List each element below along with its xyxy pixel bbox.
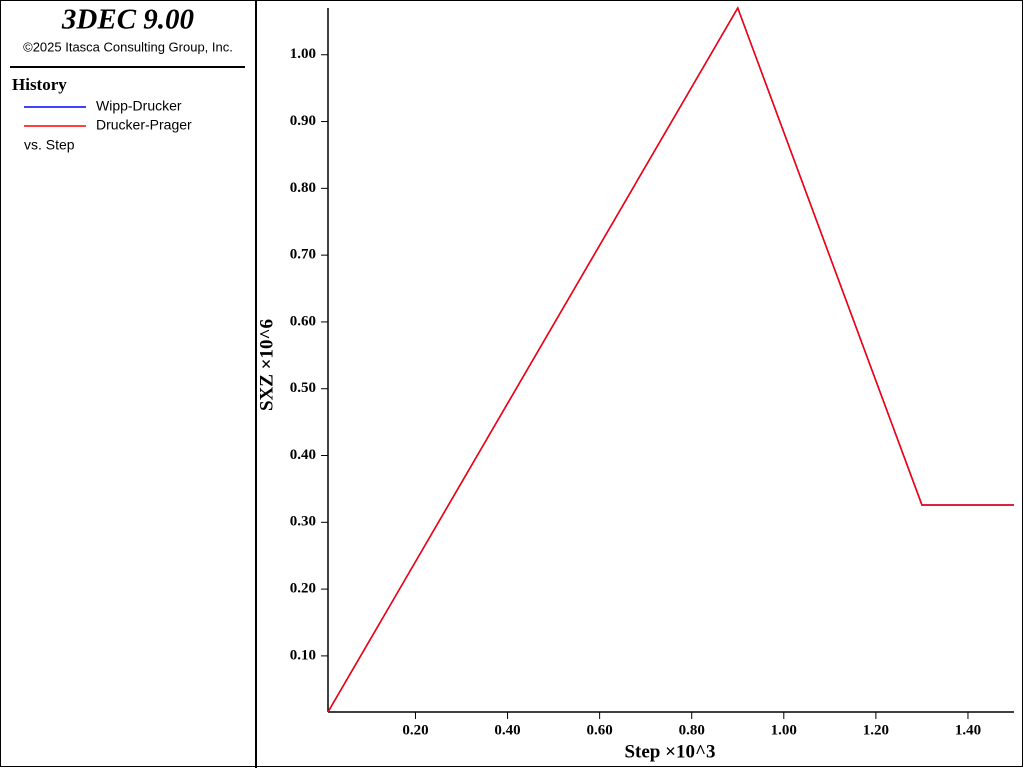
x-axis-label: Step ×10^3 (624, 741, 715, 762)
y-tick-label: 0.70 (290, 247, 316, 263)
y-tick-label: 0.80 (290, 180, 316, 196)
copyright: ©2025 Itasca Consulting Group, Inc. (23, 39, 233, 54)
y-tick-label: 0.20 (290, 581, 316, 597)
y-tick-label: 0.50 (290, 380, 316, 396)
y-tick-label: 1.00 (290, 46, 316, 62)
x-tick-label: 1.00 (771, 722, 797, 738)
x-tick-label: 1.40 (955, 722, 981, 738)
app-title: 3DEC 9.00 (61, 4, 194, 36)
y-axis-label: SXZ ×10^6 (256, 319, 277, 411)
y-tick-label: 0.90 (290, 113, 316, 129)
y-tick-label: 0.10 (290, 647, 316, 663)
series-line (327, 6, 1014, 713)
legend-footer: vs. Step (24, 137, 75, 153)
x-tick-label: 1.20 (863, 722, 889, 738)
legend-title: History (12, 75, 67, 94)
y-tick-label: 0.30 (290, 514, 316, 530)
legend-label: Wipp-Drucker (96, 98, 182, 114)
legend: Wipp-Drucker Drucker-Prager (24, 98, 192, 133)
x-tick-label: 0.20 (402, 722, 428, 738)
y-tick-label: 0.40 (290, 447, 316, 463)
plot-area: 0.10 0.20 0.30 0.40 0.50 0.60 0.70 0.80 0.90 1.00… (256, 6, 1014, 762)
x-tick-label: 0.80 (679, 722, 705, 738)
x-tick-label: 0.60 (587, 722, 613, 738)
legend-label: Drucker-Prager (96, 117, 192, 133)
x-tick-label: 0.40 (494, 722, 520, 738)
y-tick-label: 0.60 (290, 313, 316, 329)
